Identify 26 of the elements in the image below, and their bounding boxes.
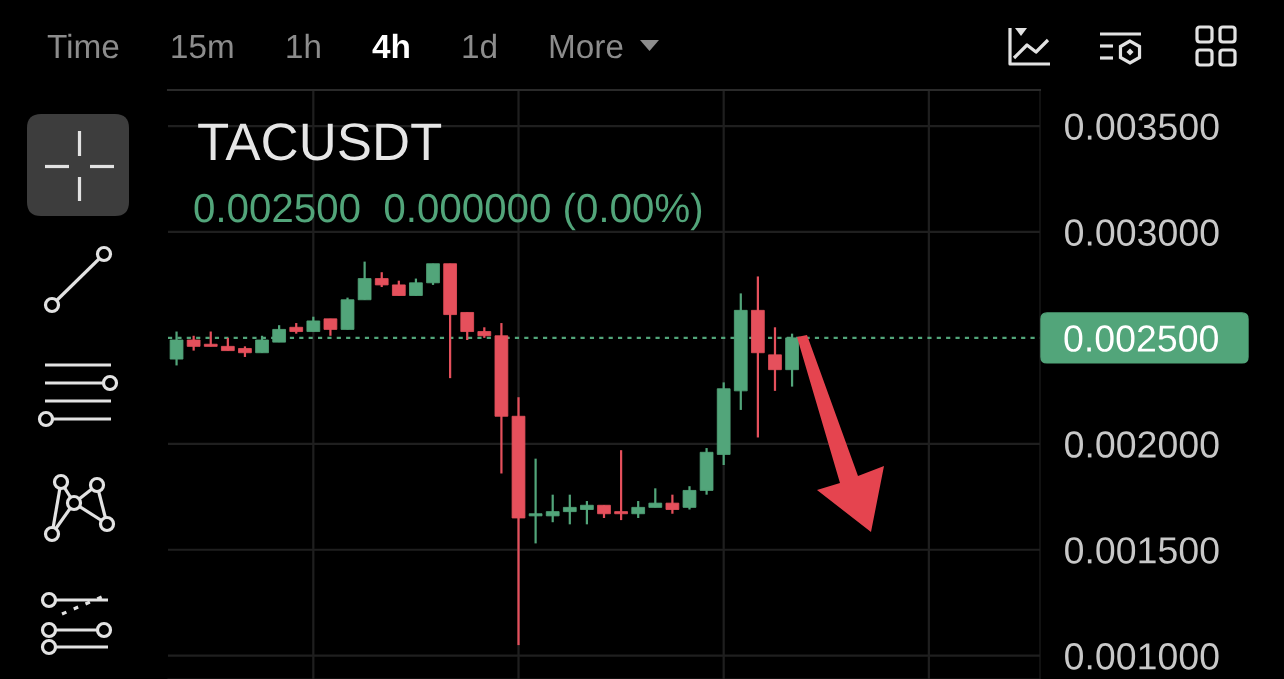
candlestick — [545, 493, 560, 524]
candlestick — [614, 449, 628, 522]
text: Time — [47, 33, 119, 59]
text: 1d — [463, 33, 496, 59]
text: More — [550, 35, 623, 59]
y-tick-label: 0.001500 — [1065, 537, 1219, 564]
candlestick — [665, 493, 680, 515]
candlestick — [562, 493, 577, 526]
y-tick-label: 0.002000 — [1065, 431, 1219, 458]
ref-line-label: 0.002500 — [1064, 325, 1218, 352]
text: 1h — [287, 33, 320, 58]
candlestick — [580, 499, 594, 526]
candlestick — [682, 485, 697, 511]
candlestick — [357, 260, 372, 301]
y-tick-label: 0.003000 — [1065, 219, 1219, 246]
y-tick-label: 0.003500 — [1065, 113, 1219, 140]
candlestick — [768, 326, 782, 392]
candlestick — [426, 262, 440, 287]
text: 0.002500 0.000000 (0.00%) — [194, 192, 702, 231]
y-tick-label: 0.001000 — [1065, 643, 1219, 670]
candlestick — [648, 487, 663, 509]
text: 4h — [372, 33, 409, 58]
candlestick — [528, 457, 543, 545]
candlestick — [460, 311, 475, 342]
chart-title: TACUSDT — [198, 123, 442, 161]
text: 15m — [172, 35, 233, 59]
